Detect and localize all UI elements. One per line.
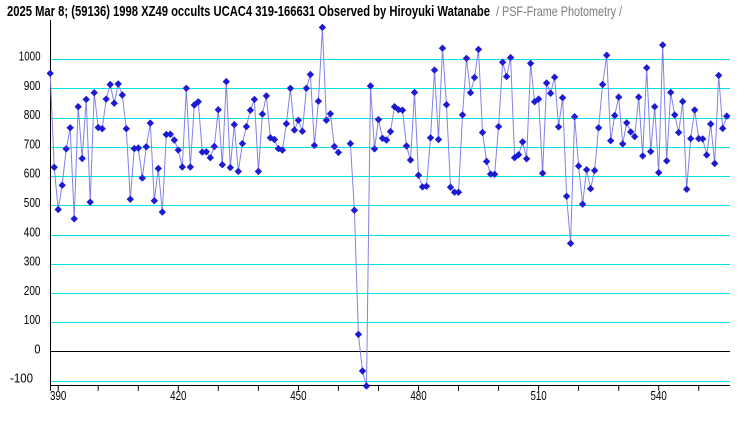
svg-text:480: 480 <box>410 389 426 403</box>
svg-text:600: 600 <box>24 167 41 181</box>
svg-text:700: 700 <box>24 138 41 152</box>
svg-text:450: 450 <box>290 389 306 403</box>
svg-text:510: 510 <box>530 389 546 403</box>
svg-text:/ PSF-Frame Photometry /: / PSF-Frame Photometry / <box>496 3 622 19</box>
svg-text:420: 420 <box>170 389 186 403</box>
svg-text:390: 390 <box>50 389 66 403</box>
svg-text:100: 100 <box>24 313 41 327</box>
svg-text:2025 Mar 8; (59136) 1998 XZ49: 2025 Mar 8; (59136) 1998 XZ49 occults UC… <box>7 3 490 20</box>
svg-text:300: 300 <box>24 255 41 269</box>
svg-text:-100: -100 <box>10 372 33 386</box>
svg-text:800: 800 <box>24 108 41 122</box>
svg-text:1000: 1000 <box>19 50 41 64</box>
svg-text:400: 400 <box>24 225 41 239</box>
svg-text:0: 0 <box>34 342 40 356</box>
svg-text:900: 900 <box>24 79 41 93</box>
svg-text:200: 200 <box>24 284 41 298</box>
svg-text:500: 500 <box>24 196 41 210</box>
svg-text:540: 540 <box>651 389 667 403</box>
